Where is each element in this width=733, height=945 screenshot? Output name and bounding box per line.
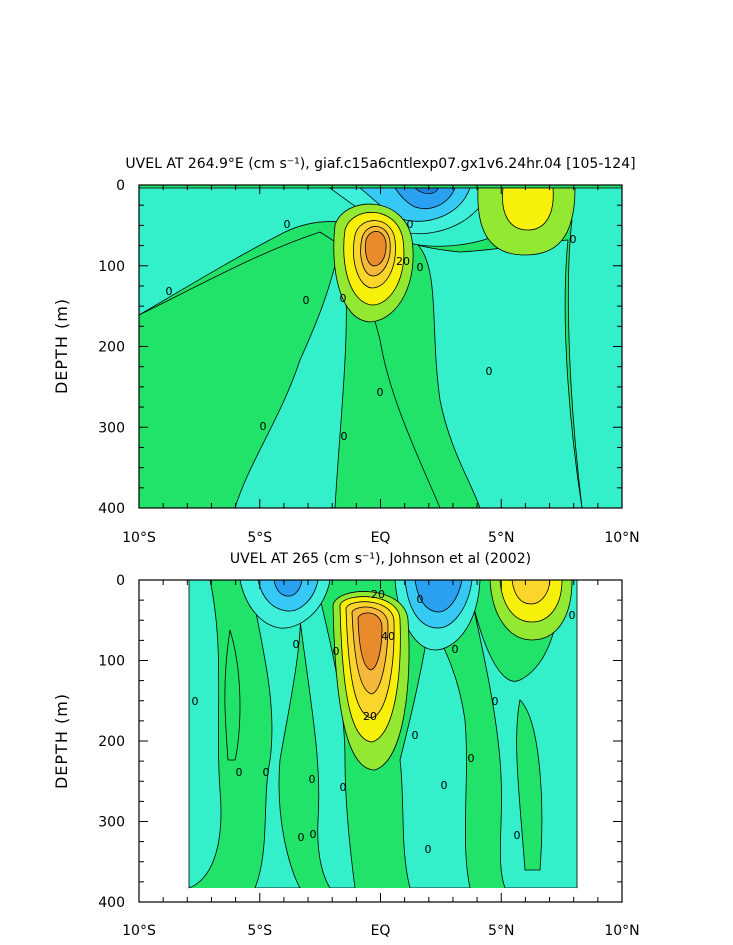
- contour-label: 0: [492, 695, 499, 708]
- y-tick-label: 0: [116, 178, 125, 194]
- x-tick-label: 5°S: [247, 530, 272, 546]
- contour-label: 0: [417, 593, 424, 606]
- y-axis-label: DEPTH (m): [52, 693, 71, 789]
- contour-band: [413, 187, 439, 195]
- contour-band: [224, 629, 241, 761]
- y-tick-label: 300: [98, 420, 125, 436]
- x-tick-label: 10°S: [122, 530, 156, 546]
- y-tick-label: 100: [98, 654, 125, 670]
- contour-label: 0: [570, 233, 577, 246]
- contour-label: 0: [452, 643, 459, 656]
- x-tick-label: 5°N: [488, 923, 514, 939]
- contour-label: 0: [298, 831, 305, 844]
- contour-label: 0: [514, 829, 521, 842]
- x-tick-label: EQ: [371, 923, 391, 939]
- y-tick-label: 400: [98, 501, 125, 517]
- chart-title: UVEL AT 264.9°E (cm s⁻¹), giaf.c15a6cntl…: [125, 156, 635, 172]
- contour-label: 0: [407, 218, 414, 231]
- contour-band: [188, 579, 222, 889]
- contour-label: 0: [284, 218, 291, 231]
- contour-label: 0: [486, 365, 493, 378]
- contour-label: 0: [310, 828, 317, 841]
- chart-title: UVEL AT 265 (cm s⁻¹), Johnson et al (200…: [230, 551, 531, 567]
- contour-label: 0: [236, 766, 243, 779]
- y-tick-label: 200: [98, 734, 125, 750]
- contour-label: 0: [412, 729, 419, 742]
- contour-field: [188, 579, 578, 902]
- contour-band: [511, 579, 551, 605]
- contour-band: [416, 239, 583, 509]
- x-tick-label: 10°N: [604, 530, 639, 546]
- x-tick-label: 10°S: [122, 923, 156, 939]
- contour-band: [138, 231, 341, 509]
- contour-band: [502, 187, 554, 231]
- contour-label: 0: [303, 294, 310, 307]
- y-tick-label: 400: [98, 895, 125, 911]
- chart-panel-2: UVEL AT 265 (cm s⁻¹), Johnson et al (200…: [52, 551, 640, 939]
- x-tick-label: 10°N: [604, 923, 639, 939]
- contour-label: 0: [333, 645, 340, 658]
- contour-label: 0: [293, 638, 300, 651]
- y-tick-label: 200: [98, 340, 125, 356]
- contour-label: 0: [340, 781, 347, 794]
- chart-panel-1: UVEL AT 264.9°E (cm s⁻¹), giaf.c15a6cntl…: [52, 156, 640, 546]
- contour-label: 20: [396, 255, 410, 268]
- contour-label: 40: [381, 630, 395, 643]
- contour-band: [516, 699, 543, 871]
- contour-label: 0: [468, 752, 475, 765]
- contour-band: [273, 579, 303, 597]
- y-tick-label: 300: [98, 815, 125, 831]
- contour-band: [365, 230, 387, 267]
- y-tick-label: 100: [98, 259, 125, 275]
- contour-field: [138, 185, 623, 509]
- contour-label: 0: [263, 766, 270, 779]
- contour-band: [357, 612, 383, 671]
- contour-label: 0: [260, 420, 267, 433]
- contour-label: 0: [166, 285, 173, 298]
- y-tick-label: 0: [116, 573, 125, 589]
- contour-label: 0: [192, 695, 199, 708]
- contour-label: 0: [569, 609, 576, 622]
- contour-band: [414, 579, 463, 613]
- contour-label: 20: [371, 588, 385, 601]
- contour-label: 0: [425, 843, 432, 856]
- x-tick-label: 5°N: [488, 530, 514, 546]
- contour-band: [399, 618, 471, 889]
- contour-label: 0: [377, 386, 384, 399]
- y-axis-label: DEPTH (m): [52, 298, 71, 394]
- contour-label: 0: [340, 292, 347, 305]
- contour-label: 0: [441, 779, 448, 792]
- contour-band: [394, 187, 456, 209]
- x-tick-label: 5°S: [247, 923, 272, 939]
- contour-label: 20: [363, 710, 377, 723]
- x-tick-label: EQ: [371, 530, 391, 546]
- contour-label: 0: [309, 773, 316, 786]
- contour-label: 0: [341, 430, 348, 443]
- contour-band: [189, 888, 577, 902]
- contour-band: [138, 187, 623, 509]
- contour-label: 0: [417, 261, 424, 274]
